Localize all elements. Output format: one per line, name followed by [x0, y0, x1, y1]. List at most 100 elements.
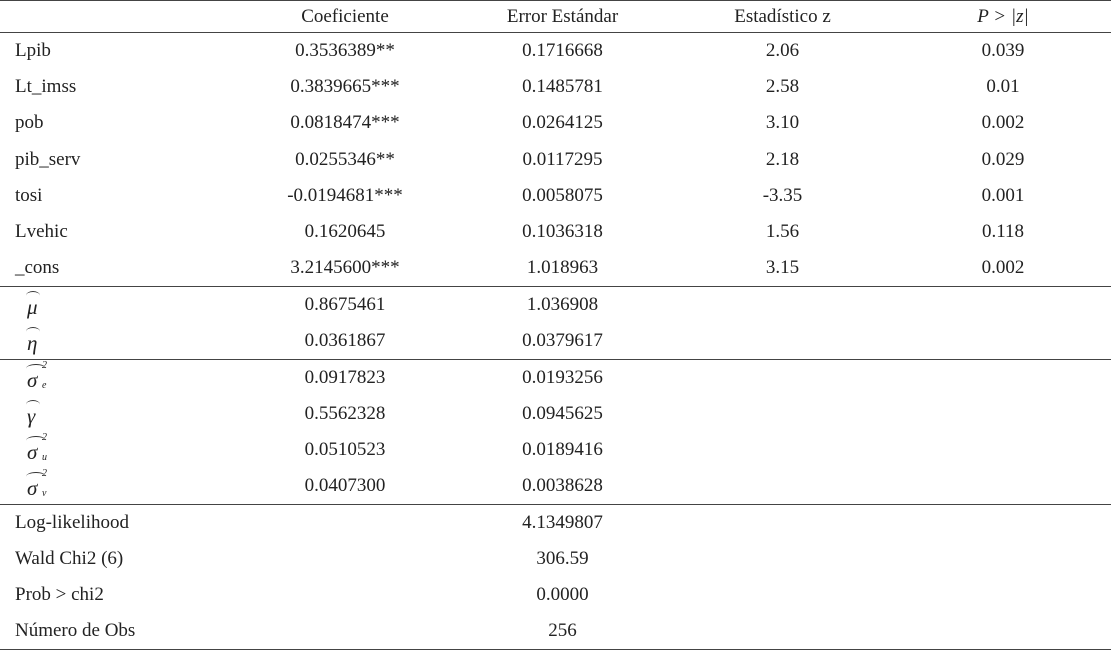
label-text: Lpib: [15, 39, 51, 61]
value-cell: 0.0818474***: [290, 112, 400, 134]
value-cell: [670, 468, 895, 504]
value-cell: 0.1620645: [304, 221, 386, 243]
table-row: Número de Obs 256: [0, 613, 1111, 651]
value-cell: 0.029: [981, 148, 1025, 170]
value-cell: 3.15: [765, 257, 800, 279]
superscript: 2: [42, 468, 47, 480]
value-cell: 0.0189416: [522, 438, 603, 460]
value-cell: 0.0917823: [235, 358, 455, 396]
value-cell: 0.118: [981, 221, 1025, 243]
symbol-base: γ: [27, 404, 36, 429]
value-cell: 0.1485781: [522, 75, 603, 97]
subscript: u: [42, 452, 47, 464]
math-symbol: η: [25, 325, 41, 356]
row-label: Prob > chi2: [0, 577, 235, 613]
symbol-base: σ: [27, 368, 38, 393]
value-cell: -3.35: [762, 184, 803, 206]
table-row: σ 2 u 0.0510523 0.0189416: [0, 432, 1111, 468]
label-text: tosi: [15, 184, 43, 206]
table-row: σ 2 e 0.0917823 0.0193256: [0, 358, 1111, 396]
header-cell: P > |z|: [977, 5, 1029, 27]
header-cell: Coeficiente: [301, 5, 389, 27]
value-cell: [895, 468, 1111, 504]
superscript: 2: [42, 432, 47, 444]
value-cell: 0.001: [981, 184, 1025, 206]
value-cell: 0.3536389**: [235, 31, 455, 69]
table-header: Coeficiente Error Estándar Estadístico z…: [0, 0, 1111, 33]
value-cell: 1.018963: [526, 257, 599, 279]
value-cell: 4.1349807: [455, 503, 670, 541]
value-cell: 0.0379617: [522, 329, 603, 351]
table-row: tosi -0.0194681*** 0.0058075 -3.35 0.001: [0, 178, 1111, 214]
value-cell: 0.0117295: [522, 148, 603, 170]
table-row: Lvehic 0.1620645 0.1036318 1.56 0.118: [0, 214, 1111, 250]
superscript: 2: [42, 360, 47, 372]
value-cell: [670, 286, 895, 323]
value-cell: -0.0194681***: [287, 184, 403, 206]
label-text: Prob > chi2: [15, 584, 104, 606]
symbol-base: σ: [27, 440, 38, 465]
value-cell: 0.002: [981, 257, 1025, 279]
row-label: Lvehic: [0, 214, 235, 250]
value-cell: 0.1036318: [522, 221, 603, 243]
value-cell: [235, 503, 455, 541]
row-label: Wald Chi2 (6): [0, 541, 235, 577]
value-cell: [895, 432, 1111, 468]
value-cell: 3.10: [765, 112, 800, 134]
value-cell: [670, 358, 895, 396]
row-label: pib_serv: [0, 141, 235, 177]
value-cell: 0.5562328: [304, 402, 386, 424]
value-cell: 0.0510523: [304, 438, 386, 460]
value-cell: 1.56: [765, 221, 800, 243]
table-row: Lpib 0.3536389** 0.1716668 2.06 0.039: [0, 31, 1111, 69]
value-cell: [895, 613, 1111, 651]
label-text: Log-likelihood: [15, 511, 129, 533]
row-label: γ: [0, 395, 235, 431]
table-row: μ 0.8675461 1.036908: [0, 286, 1111, 323]
value-cell: [235, 613, 455, 651]
value-cell: 2.06: [670, 31, 895, 69]
table-row: γ 0.5562328 0.0945625: [0, 395, 1111, 431]
label-text: Lvehic: [15, 221, 68, 243]
math-symbol: γ: [25, 398, 41, 429]
value-cell: [895, 541, 1111, 577]
row-label: Log-likelihood: [0, 503, 235, 541]
table-row: Lt_imss 0.3839665*** 0.1485781 2.58 0.01: [0, 69, 1111, 105]
row-label: η: [0, 323, 235, 359]
row-label: Número de Obs: [0, 613, 235, 651]
row-label: tosi: [0, 178, 235, 214]
table-row: pob 0.0818474*** 0.0264125 3.10 0.002: [0, 105, 1111, 141]
table-row: η 0.0361867 0.0379617: [0, 323, 1111, 359]
value-cell: [670, 395, 895, 431]
label-text: _cons: [15, 257, 60, 279]
value-cell: [895, 577, 1111, 613]
value-cell: [235, 577, 455, 613]
header-cell: Error Estándar: [506, 5, 619, 27]
value-cell: [235, 541, 455, 577]
table-row: Log-likelihood 4.1349807: [0, 503, 1111, 541]
value-cell: 0.0038628: [522, 474, 603, 496]
value-cell: [670, 577, 895, 613]
value-cell: 0.0255346**: [295, 148, 395, 170]
value-cell: 0.0000: [536, 584, 589, 606]
value-cell: 0.8675461: [235, 286, 455, 323]
label-text: pib_serv: [15, 148, 81, 170]
value-cell: 0.3839665***: [290, 75, 400, 97]
value-cell: [895, 286, 1111, 323]
value-cell: [895, 323, 1111, 359]
label-text: Lt_imss: [15, 75, 77, 97]
value-cell: 0.0058075: [522, 184, 603, 206]
value-cell: 0.002: [981, 112, 1025, 134]
table-row: Wald Chi2 (6) 306.59: [0, 541, 1111, 577]
value-cell: [670, 613, 895, 651]
subscript: v: [42, 488, 47, 500]
value-cell: [670, 323, 895, 359]
value-cell: 2.58: [765, 75, 800, 97]
value-cell: [895, 358, 1111, 396]
